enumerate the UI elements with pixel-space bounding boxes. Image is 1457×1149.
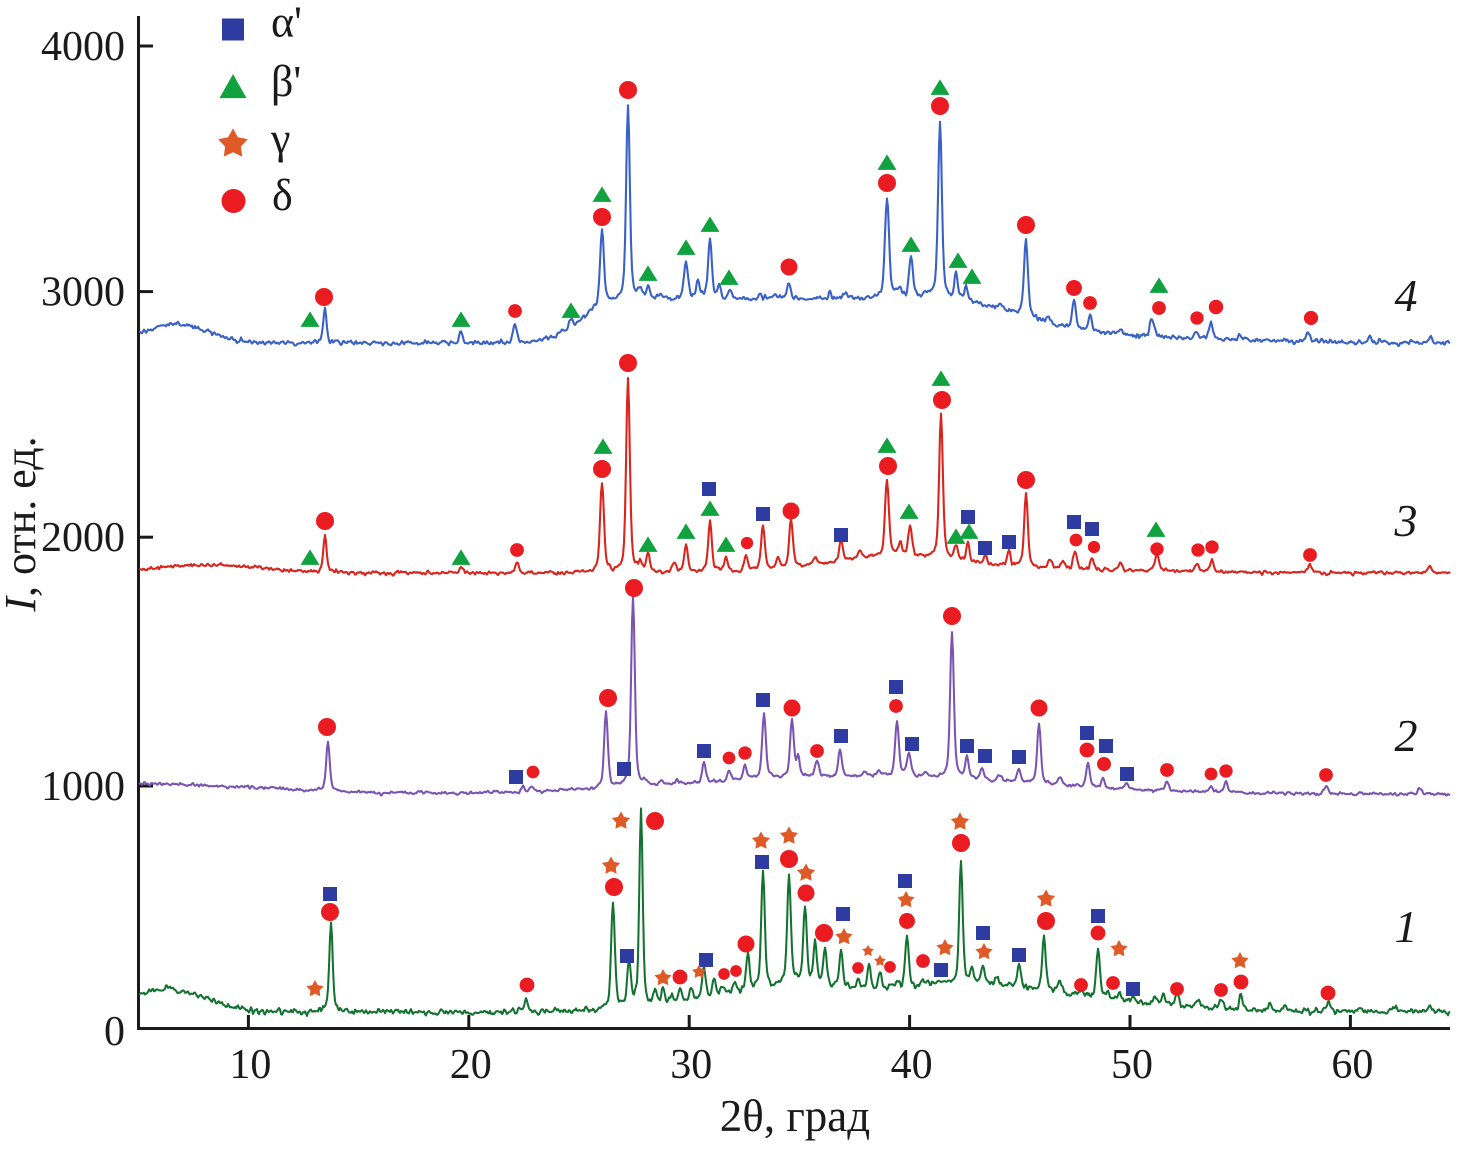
svg-text:2: 2: [1395, 710, 1418, 761]
svg-text:3: 3: [1394, 495, 1418, 546]
svg-text:30: 30: [670, 1042, 712, 1088]
svg-text:10: 10: [229, 1042, 271, 1088]
svg-text:4000: 4000: [41, 24, 125, 70]
svg-text:1000: 1000: [41, 764, 125, 810]
svg-text:20: 20: [450, 1042, 492, 1088]
svg-text:α': α': [271, 0, 302, 47]
svg-text:β': β': [271, 57, 301, 106]
svg-text:0: 0: [104, 1009, 125, 1055]
svg-text:40: 40: [891, 1042, 933, 1088]
svg-text:I, отн. ед.: I, отн. ед.: [0, 436, 45, 612]
svg-text:4: 4: [1395, 270, 1418, 321]
svg-text:60: 60: [1331, 1042, 1373, 1088]
svg-text:δ: δ: [272, 171, 293, 220]
svg-text:γ: γ: [270, 114, 290, 163]
svg-text:50: 50: [1111, 1042, 1153, 1088]
svg-text:2000: 2000: [41, 515, 125, 561]
svg-text:1: 1: [1395, 901, 1418, 952]
svg-text:3000: 3000: [41, 270, 125, 316]
svg-text:2θ, град: 2θ, град: [720, 1091, 870, 1141]
